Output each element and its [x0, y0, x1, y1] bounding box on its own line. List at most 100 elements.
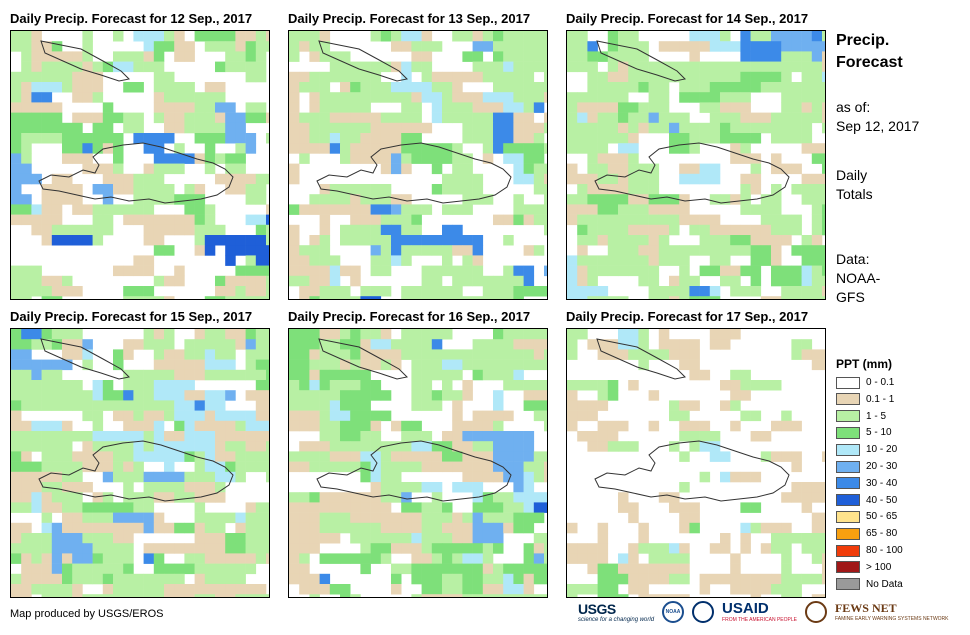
- precip-cell: [133, 112, 144, 124]
- precip-cell: [421, 339, 433, 350]
- precip-cell: [174, 31, 185, 42]
- precip-cell: [679, 349, 690, 360]
- precip-cell: [51, 235, 63, 246]
- precip-cell: [567, 173, 578, 185]
- precip-cell: [340, 553, 351, 564]
- precip-cell: [72, 553, 83, 564]
- precip-cell: [113, 390, 124, 401]
- precip-cell: [709, 41, 721, 52]
- precip-cell: [225, 286, 236, 297]
- legend-swatch: [836, 544, 860, 557]
- precip-cell: [235, 286, 246, 297]
- precip-cell: [597, 92, 609, 103]
- precip-cell: [11, 153, 22, 164]
- precip-cell: [391, 41, 402, 52]
- precip-cell: [544, 339, 547, 350]
- precip-cell: [567, 553, 578, 564]
- precip-cell: [289, 82, 300, 93]
- precip-cell: [597, 431, 609, 442]
- precip-cell: [215, 82, 226, 93]
- precip-cell: [266, 329, 269, 340]
- precip-cell: [442, 235, 453, 246]
- precip-cell: [235, 543, 246, 554]
- precip-cell: [401, 163, 412, 175]
- precip-cell: [380, 224, 392, 236]
- precip-cell: [113, 512, 124, 524]
- precip-cell: [699, 420, 711, 432]
- precip-cell: [11, 380, 22, 391]
- precip-cell: [102, 390, 114, 401]
- precip-cell: [618, 194, 629, 205]
- precip-cell: [523, 92, 535, 103]
- precip-cell: [740, 584, 751, 595]
- precip-cell: [679, 512, 690, 524]
- precip-cell: [822, 102, 825, 113]
- precip-cell: [319, 275, 331, 287]
- precip-cell: [801, 173, 813, 185]
- precip-cell: [289, 512, 300, 524]
- precip-cell: [628, 329, 639, 340]
- precip-cell: [319, 420, 331, 432]
- precip-cell: [533, 349, 545, 360]
- precip-cell: [174, 400, 185, 411]
- precip-cell: [380, 359, 392, 371]
- precip-cell: [62, 173, 73, 185]
- precip-cell: [41, 533, 53, 544]
- precip-cell: [442, 553, 453, 564]
- precip-cell: [544, 194, 547, 205]
- precip-cell: [628, 543, 639, 554]
- precip-cell: [442, 71, 453, 83]
- precip-cell: [133, 431, 144, 442]
- precip-cell: [360, 214, 371, 226]
- precip-cell: [618, 153, 629, 164]
- precip-cell: [638, 275, 649, 287]
- precip-cell: [245, 563, 257, 575]
- precip-cell: [482, 61, 494, 73]
- precip-cell: [472, 369, 484, 381]
- precip-cell: [51, 594, 63, 597]
- precip-cell: [360, 369, 371, 381]
- precip-cell: [31, 31, 42, 42]
- precip-cell: [822, 173, 825, 185]
- precip-cell: [245, 194, 257, 205]
- precip-cell: [493, 471, 504, 483]
- precip-cell: [174, 51, 185, 62]
- precip-cell: [245, 410, 257, 422]
- precip-cell: [123, 441, 134, 452]
- precip-cell: [411, 112, 422, 124]
- precip-cell: [679, 41, 690, 52]
- precip-cell: [421, 286, 433, 297]
- precip-cell: [329, 204, 341, 215]
- precip-cell: [607, 204, 619, 215]
- precip-cell: [544, 573, 547, 585]
- precip-cell: [266, 594, 269, 597]
- precip-cell: [689, 71, 700, 83]
- precip-cell: [513, 471, 524, 483]
- precip-cell: [225, 41, 236, 52]
- precip-cell: [638, 584, 649, 595]
- precip-cell: [143, 133, 155, 144]
- precip-cell: [340, 512, 351, 524]
- precip-cell: [781, 594, 792, 597]
- precip-cell: [607, 594, 619, 597]
- precip-cell: [133, 502, 144, 513]
- precip-cell: [350, 112, 361, 124]
- precip-cell: [679, 92, 690, 103]
- precip-cell: [442, 441, 453, 452]
- precip-cell: [225, 441, 236, 452]
- precip-cell: [309, 255, 320, 266]
- precip-cell: [143, 51, 155, 62]
- precip-cell: [82, 441, 93, 452]
- precip-cell: [699, 471, 711, 483]
- precip-cell: [255, 214, 267, 226]
- precip-cell: [123, 349, 134, 360]
- precip-cell: [421, 369, 433, 381]
- precip-cell: [544, 400, 547, 411]
- forecast-title: Precip. Forecast: [836, 30, 903, 74]
- precip-cell: [533, 543, 545, 554]
- precip-cell: [184, 380, 195, 391]
- precip-cell: [750, 204, 762, 215]
- precip-cell: [781, 420, 792, 432]
- precip-cell: [781, 275, 792, 287]
- precip-cell: [360, 102, 371, 113]
